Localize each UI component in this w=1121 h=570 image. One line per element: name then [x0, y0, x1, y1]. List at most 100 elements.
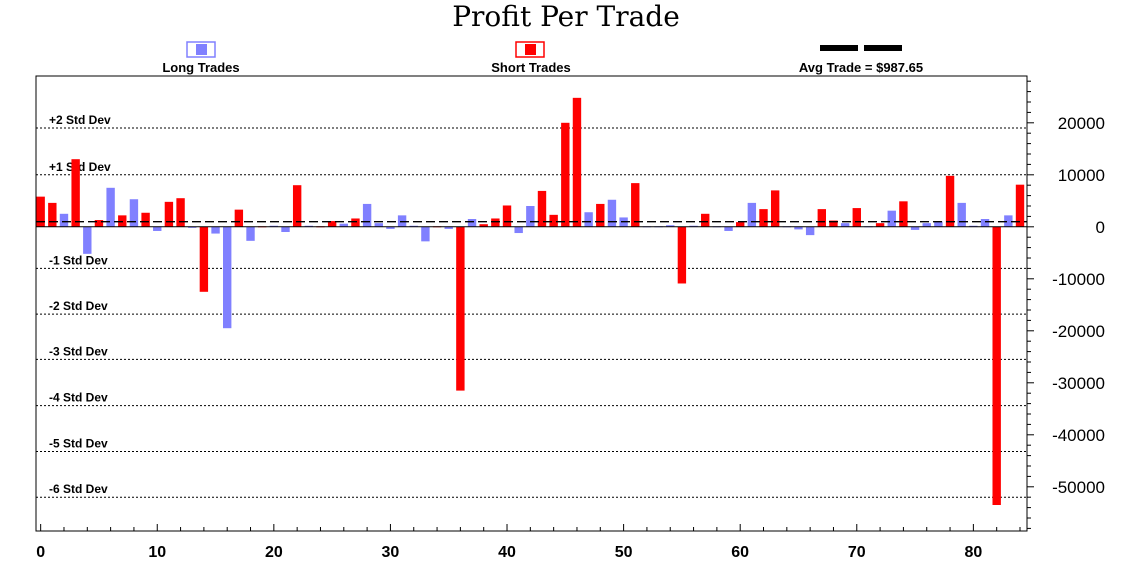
long-trade-bar [129, 199, 139, 227]
legend-long-swatch [196, 44, 207, 55]
y-tick-label: -50000 [1052, 478, 1105, 497]
std-dev-label: -4 Std Dev [49, 391, 108, 405]
short-trade-bar [48, 202, 57, 227]
x-tick-label: 0 [36, 544, 45, 561]
long-trade-bar [922, 223, 931, 227]
short-trade-bar [456, 226, 465, 391]
long-trade-bar [910, 226, 920, 230]
short-trade-bar [945, 175, 955, 227]
std-dev-label: -2 Std Dev [49, 299, 108, 313]
short-trade-bar [759, 209, 768, 227]
x-tick-label: 20 [265, 544, 283, 561]
x-tick-label: 40 [498, 544, 516, 561]
plot-frame [35, 75, 1028, 532]
long-trade-bar [281, 226, 290, 232]
short-trade-bar [164, 201, 174, 227]
short-trade-bar [829, 220, 838, 227]
x-tick-label: 70 [848, 544, 866, 561]
short-trade-bar [94, 220, 104, 227]
long-trade-bar [980, 219, 990, 227]
long-trade-bar [188, 226, 197, 228]
legend-long-label: Long Trades [162, 60, 239, 75]
long-trade-bar [421, 226, 430, 242]
y-tick-label: -30000 [1052, 374, 1105, 393]
long-trade-bar [666, 225, 675, 227]
short-trade-bar [141, 212, 150, 227]
short-trade-bar [701, 213, 710, 227]
short-trade-bar [176, 198, 185, 227]
legend-short-swatch [525, 44, 536, 55]
x-tick-label: 80 [964, 544, 982, 561]
short-trade-bar [770, 190, 780, 227]
y-tick-label: 20000 [1058, 114, 1105, 133]
long-trade-bar [246, 226, 255, 241]
chart-title: Profit Per Trade [452, 0, 680, 33]
long-trade-bar [223, 226, 232, 329]
long-trade-bar [526, 206, 535, 227]
legend-short-trades: Short Trades [491, 41, 571, 75]
short-trade-bar [199, 226, 209, 292]
long-trade-bar [1004, 215, 1013, 227]
long-trade-bar [794, 226, 803, 230]
long-trade-bar [957, 202, 966, 227]
short-trade-bar [572, 97, 582, 227]
legend-avg-swatch-right [864, 45, 902, 51]
short-trade-bar [631, 183, 640, 227]
long-trade-bar [362, 203, 372, 227]
legend-short-label: Short Trades [491, 60, 570, 75]
y-tick-label: -20000 [1052, 322, 1105, 341]
x-tick-label: 10 [148, 544, 166, 561]
long-trade-bar [689, 225, 698, 227]
long-trade-bar [386, 226, 395, 229]
short-trade-bar [71, 159, 80, 227]
x-tick-label: 30 [382, 544, 400, 561]
short-trade-bar [561, 122, 570, 227]
y-tick-label: -40000 [1052, 426, 1105, 445]
long-trade-bar [607, 199, 617, 227]
short-trade-bar [596, 203, 605, 227]
std-dev-gridlines: +2 Std Dev +1 Std Dev -1 Std Dev -2 Std Dev… [36, 113, 1027, 498]
short-trade-bar [817, 209, 827, 227]
long-trade-bar [724, 226, 733, 231]
long-trade-bar [409, 225, 418, 227]
legend-avg-swatch-left [820, 45, 858, 51]
long-trade-bar [269, 225, 279, 227]
short-trade-bar [537, 190, 547, 227]
long-trade-bar [211, 226, 220, 234]
short-trade-bar [549, 214, 558, 227]
short-trade-bar [875, 223, 885, 227]
short-trade-bar [351, 218, 360, 227]
short-trade-bar [491, 218, 500, 227]
legend-avg-label: Avg Trade = $987.65 [799, 60, 923, 75]
long-trade-bar [83, 226, 92, 254]
long-trade-bar [467, 219, 477, 227]
short-trade-bar [899, 201, 908, 227]
short-trade-bar [502, 205, 512, 227]
y-axis: 20000 10000 0 -10000 -20000 -30000 -40000 -5000… [1027, 80, 1105, 529]
short-trade-bar [327, 221, 337, 227]
y-tick-label: 10000 [1058, 166, 1105, 185]
x-tick-label: 50 [615, 544, 633, 561]
x-tick-label: 60 [731, 544, 749, 561]
long-trade-bar [59, 213, 69, 227]
short-trade-bar [1015, 184, 1025, 227]
legend: Long Trades Short Trades Avg Trade = $98… [162, 41, 923, 75]
long-trade-bar [840, 223, 850, 227]
std-dev-label: -6 Std Dev [49, 482, 108, 496]
short-trade-bar [234, 209, 244, 227]
long-trade-bar [969, 225, 978, 227]
trade-bars [36, 97, 1025, 506]
std-dev-label: -1 Std Dev [49, 253, 108, 267]
long-trade-bar [153, 226, 162, 231]
long-trade-bar [106, 187, 115, 227]
long-trade-bar [339, 223, 348, 227]
avg-trade-line [36, 221, 1027, 228]
short-trade-bar [292, 185, 302, 227]
long-trade-bar [934, 221, 943, 227]
std-dev-label: +1 Std Dev [49, 160, 111, 174]
long-trade-bar [514, 226, 523, 234]
short-trade-bar [735, 222, 745, 227]
short-trade-bar [852, 208, 861, 227]
long-trade-bar [304, 225, 314, 227]
